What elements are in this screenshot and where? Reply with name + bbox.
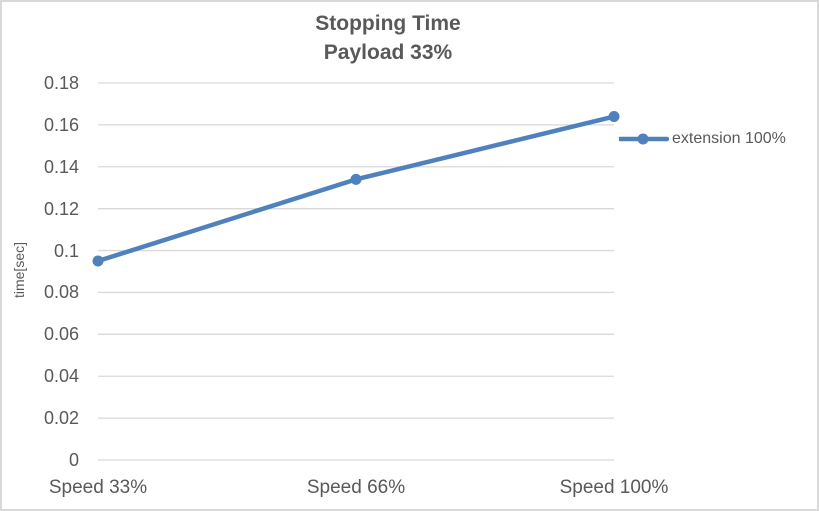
chart-title-line2: Payload 33%: [323, 41, 453, 64]
chart-title: Stopping Time Payload 33%: [2, 9, 774, 67]
y-tick-label: 0.14: [43, 156, 79, 177]
x-category-label: Speed 100%: [559, 477, 669, 498]
y-tick-label: 0.04: [43, 366, 79, 387]
legend-label: extension 100%: [672, 130, 786, 147]
y-tick-label: 0.08: [43, 282, 79, 303]
data-point-marker: [350, 173, 362, 185]
x-category-label: Speed 33%: [48, 477, 148, 498]
y-tick-label: 0.1: [53, 240, 79, 261]
legend-line-marker-icon: [619, 133, 669, 145]
data-point-marker: [92, 255, 104, 267]
chart-title-line1: Stopping Time: [315, 12, 461, 35]
y-tick-label: 0.02: [43, 408, 79, 429]
y-tick-label: 0.18: [43, 73, 79, 93]
y-tick-label: 0: [68, 450, 79, 470]
series-line: [95, 114, 617, 264]
y-tick-label: 0.16: [43, 114, 79, 135]
data-point-marker: [608, 111, 620, 123]
legend: extension 100%: [619, 128, 786, 150]
x-category-label: Speed 66%: [306, 477, 406, 498]
y-tick-label: 0.12: [43, 198, 79, 219]
y-tick-label: 0.06: [43, 324, 79, 345]
